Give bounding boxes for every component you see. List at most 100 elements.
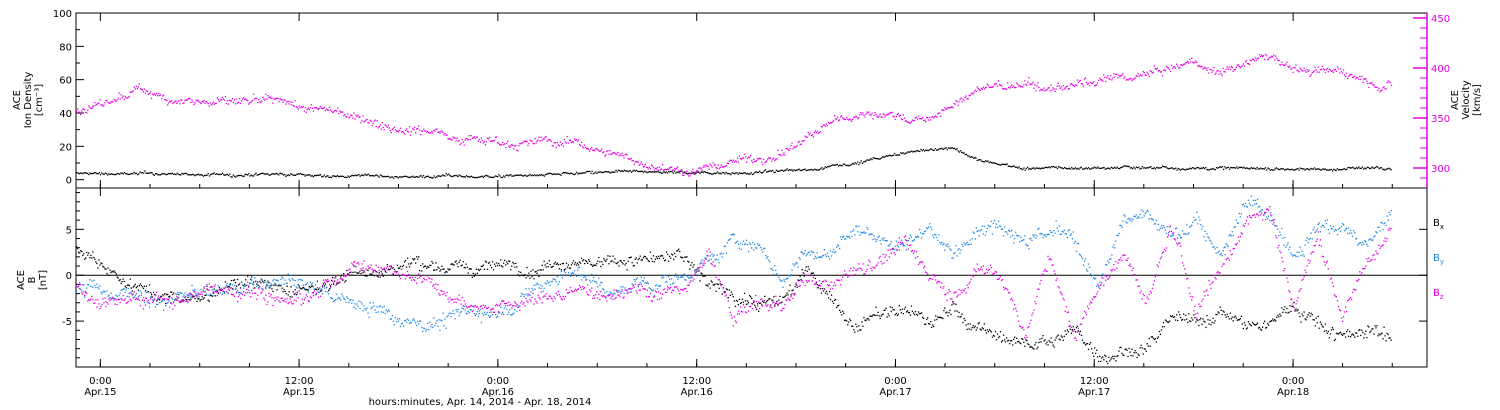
density-point bbox=[451, 176, 453, 178]
bx-point bbox=[629, 256, 631, 259]
density-point bbox=[671, 171, 673, 173]
density-point bbox=[499, 175, 501, 177]
density-point bbox=[712, 173, 714, 175]
bx-point bbox=[1072, 326, 1074, 328]
velocity-point bbox=[1238, 65, 1240, 67]
velocity-point bbox=[207, 102, 209, 105]
velocity-point bbox=[330, 109, 332, 111]
density-point bbox=[116, 172, 118, 175]
density-point bbox=[1345, 169, 1347, 171]
velocity-point bbox=[1055, 88, 1057, 90]
by-point bbox=[935, 234, 937, 236]
bx-point bbox=[765, 302, 767, 304]
density-point bbox=[634, 170, 636, 172]
density-point bbox=[117, 173, 120, 175]
by-point bbox=[317, 291, 320, 294]
velocity-point bbox=[414, 126, 416, 129]
by-point bbox=[421, 326, 423, 329]
by-point bbox=[543, 287, 545, 289]
density-point bbox=[1006, 163, 1008, 165]
velocity-point bbox=[881, 116, 883, 118]
bx-point bbox=[544, 264, 546, 266]
bx-point bbox=[234, 282, 237, 284]
velocity-point bbox=[872, 118, 874, 120]
density-point bbox=[323, 174, 325, 176]
bx-point bbox=[696, 268, 698, 271]
velocity-point bbox=[773, 157, 775, 159]
density-point bbox=[1047, 166, 1049, 169]
bx-point bbox=[219, 288, 221, 291]
by-point bbox=[777, 275, 779, 277]
density-point bbox=[154, 173, 157, 175]
by-point bbox=[337, 298, 339, 300]
bx-point bbox=[533, 278, 535, 280]
bx-point bbox=[209, 294, 211, 297]
velocity-point bbox=[501, 144, 503, 146]
bx-point bbox=[1339, 331, 1342, 333]
bx-point bbox=[490, 267, 493, 269]
bx-point bbox=[1294, 310, 1296, 312]
density-point bbox=[1213, 168, 1215, 170]
bx-point bbox=[897, 313, 899, 315]
by-point bbox=[885, 240, 887, 242]
velocity-point bbox=[1259, 55, 1262, 58]
bx-point bbox=[397, 267, 400, 269]
velocity-point bbox=[840, 116, 842, 118]
velocity-point bbox=[139, 88, 142, 90]
by-point bbox=[197, 292, 199, 294]
density-point bbox=[542, 174, 544, 176]
velocity-point bbox=[191, 99, 193, 101]
bx-point bbox=[1140, 344, 1142, 346]
bx-point bbox=[754, 304, 756, 306]
density-point bbox=[585, 171, 587, 173]
density-point bbox=[796, 169, 798, 171]
velocity-point bbox=[721, 165, 723, 168]
density-point bbox=[402, 176, 404, 178]
by-point bbox=[566, 267, 569, 269]
density-point bbox=[255, 172, 257, 174]
velocity-point bbox=[1088, 84, 1091, 87]
bx-point bbox=[960, 315, 962, 318]
by-point bbox=[759, 244, 761, 246]
bx-point bbox=[643, 255, 645, 257]
velocity-point bbox=[789, 147, 791, 150]
bx-point bbox=[1223, 311, 1225, 313]
bx-point bbox=[1157, 336, 1159, 338]
velocity-point bbox=[1256, 57, 1259, 60]
bx-point bbox=[749, 296, 752, 298]
bx-point bbox=[1168, 320, 1171, 322]
density-point bbox=[680, 170, 682, 173]
velocity-point bbox=[696, 170, 698, 172]
velocity-point bbox=[410, 131, 413, 133]
density-point bbox=[869, 159, 871, 161]
bx-point bbox=[1231, 316, 1233, 318]
density-point bbox=[505, 174, 507, 177]
by-point bbox=[276, 279, 278, 281]
density-point bbox=[650, 171, 652, 173]
by-point bbox=[1079, 254, 1082, 256]
velocity-point bbox=[701, 169, 703, 171]
velocity-point bbox=[179, 103, 181, 105]
by-point bbox=[1239, 216, 1241, 218]
density-point bbox=[1373, 167, 1375, 169]
bx-point bbox=[751, 297, 753, 299]
by-point bbox=[374, 309, 376, 311]
velocity-point bbox=[155, 93, 158, 95]
by-point bbox=[1010, 236, 1012, 238]
density-point bbox=[1296, 168, 1298, 170]
density-point bbox=[737, 173, 739, 175]
density-point bbox=[536, 174, 538, 176]
velocity-point bbox=[1302, 70, 1304, 72]
bx-point bbox=[322, 282, 325, 285]
bx-point bbox=[837, 305, 839, 307]
bx-point bbox=[679, 250, 681, 253]
by-point bbox=[637, 285, 639, 288]
velocity-point bbox=[884, 116, 886, 118]
bx-point bbox=[1313, 319, 1315, 321]
bx-point bbox=[114, 271, 116, 273]
density-point bbox=[797, 169, 799, 171]
density-point bbox=[274, 173, 276, 175]
density-point bbox=[1159, 167, 1161, 169]
by-point bbox=[542, 290, 544, 292]
density-point bbox=[788, 169, 791, 171]
